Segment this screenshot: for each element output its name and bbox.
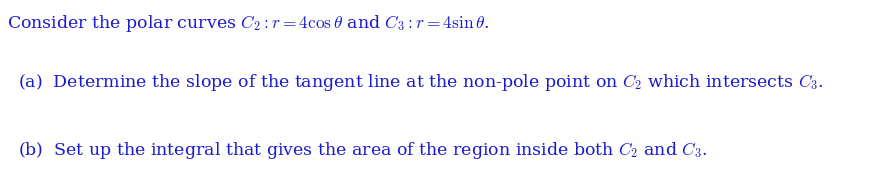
Text: (a)  Determine the slope of the tangent line at the non-pole point on $C_2$ whic: (a) Determine the slope of the tangent l… bbox=[18, 72, 822, 93]
Text: Consider the polar curves $C_2 : r = 4\cos\theta$ and $C_3 : r = 4\sin\theta$.: Consider the polar curves $C_2 : r = 4\c… bbox=[7, 13, 489, 33]
Text: (b)  Set up the integral that gives the area of the region inside both $C_2$ and: (b) Set up the integral that gives the a… bbox=[18, 140, 706, 161]
